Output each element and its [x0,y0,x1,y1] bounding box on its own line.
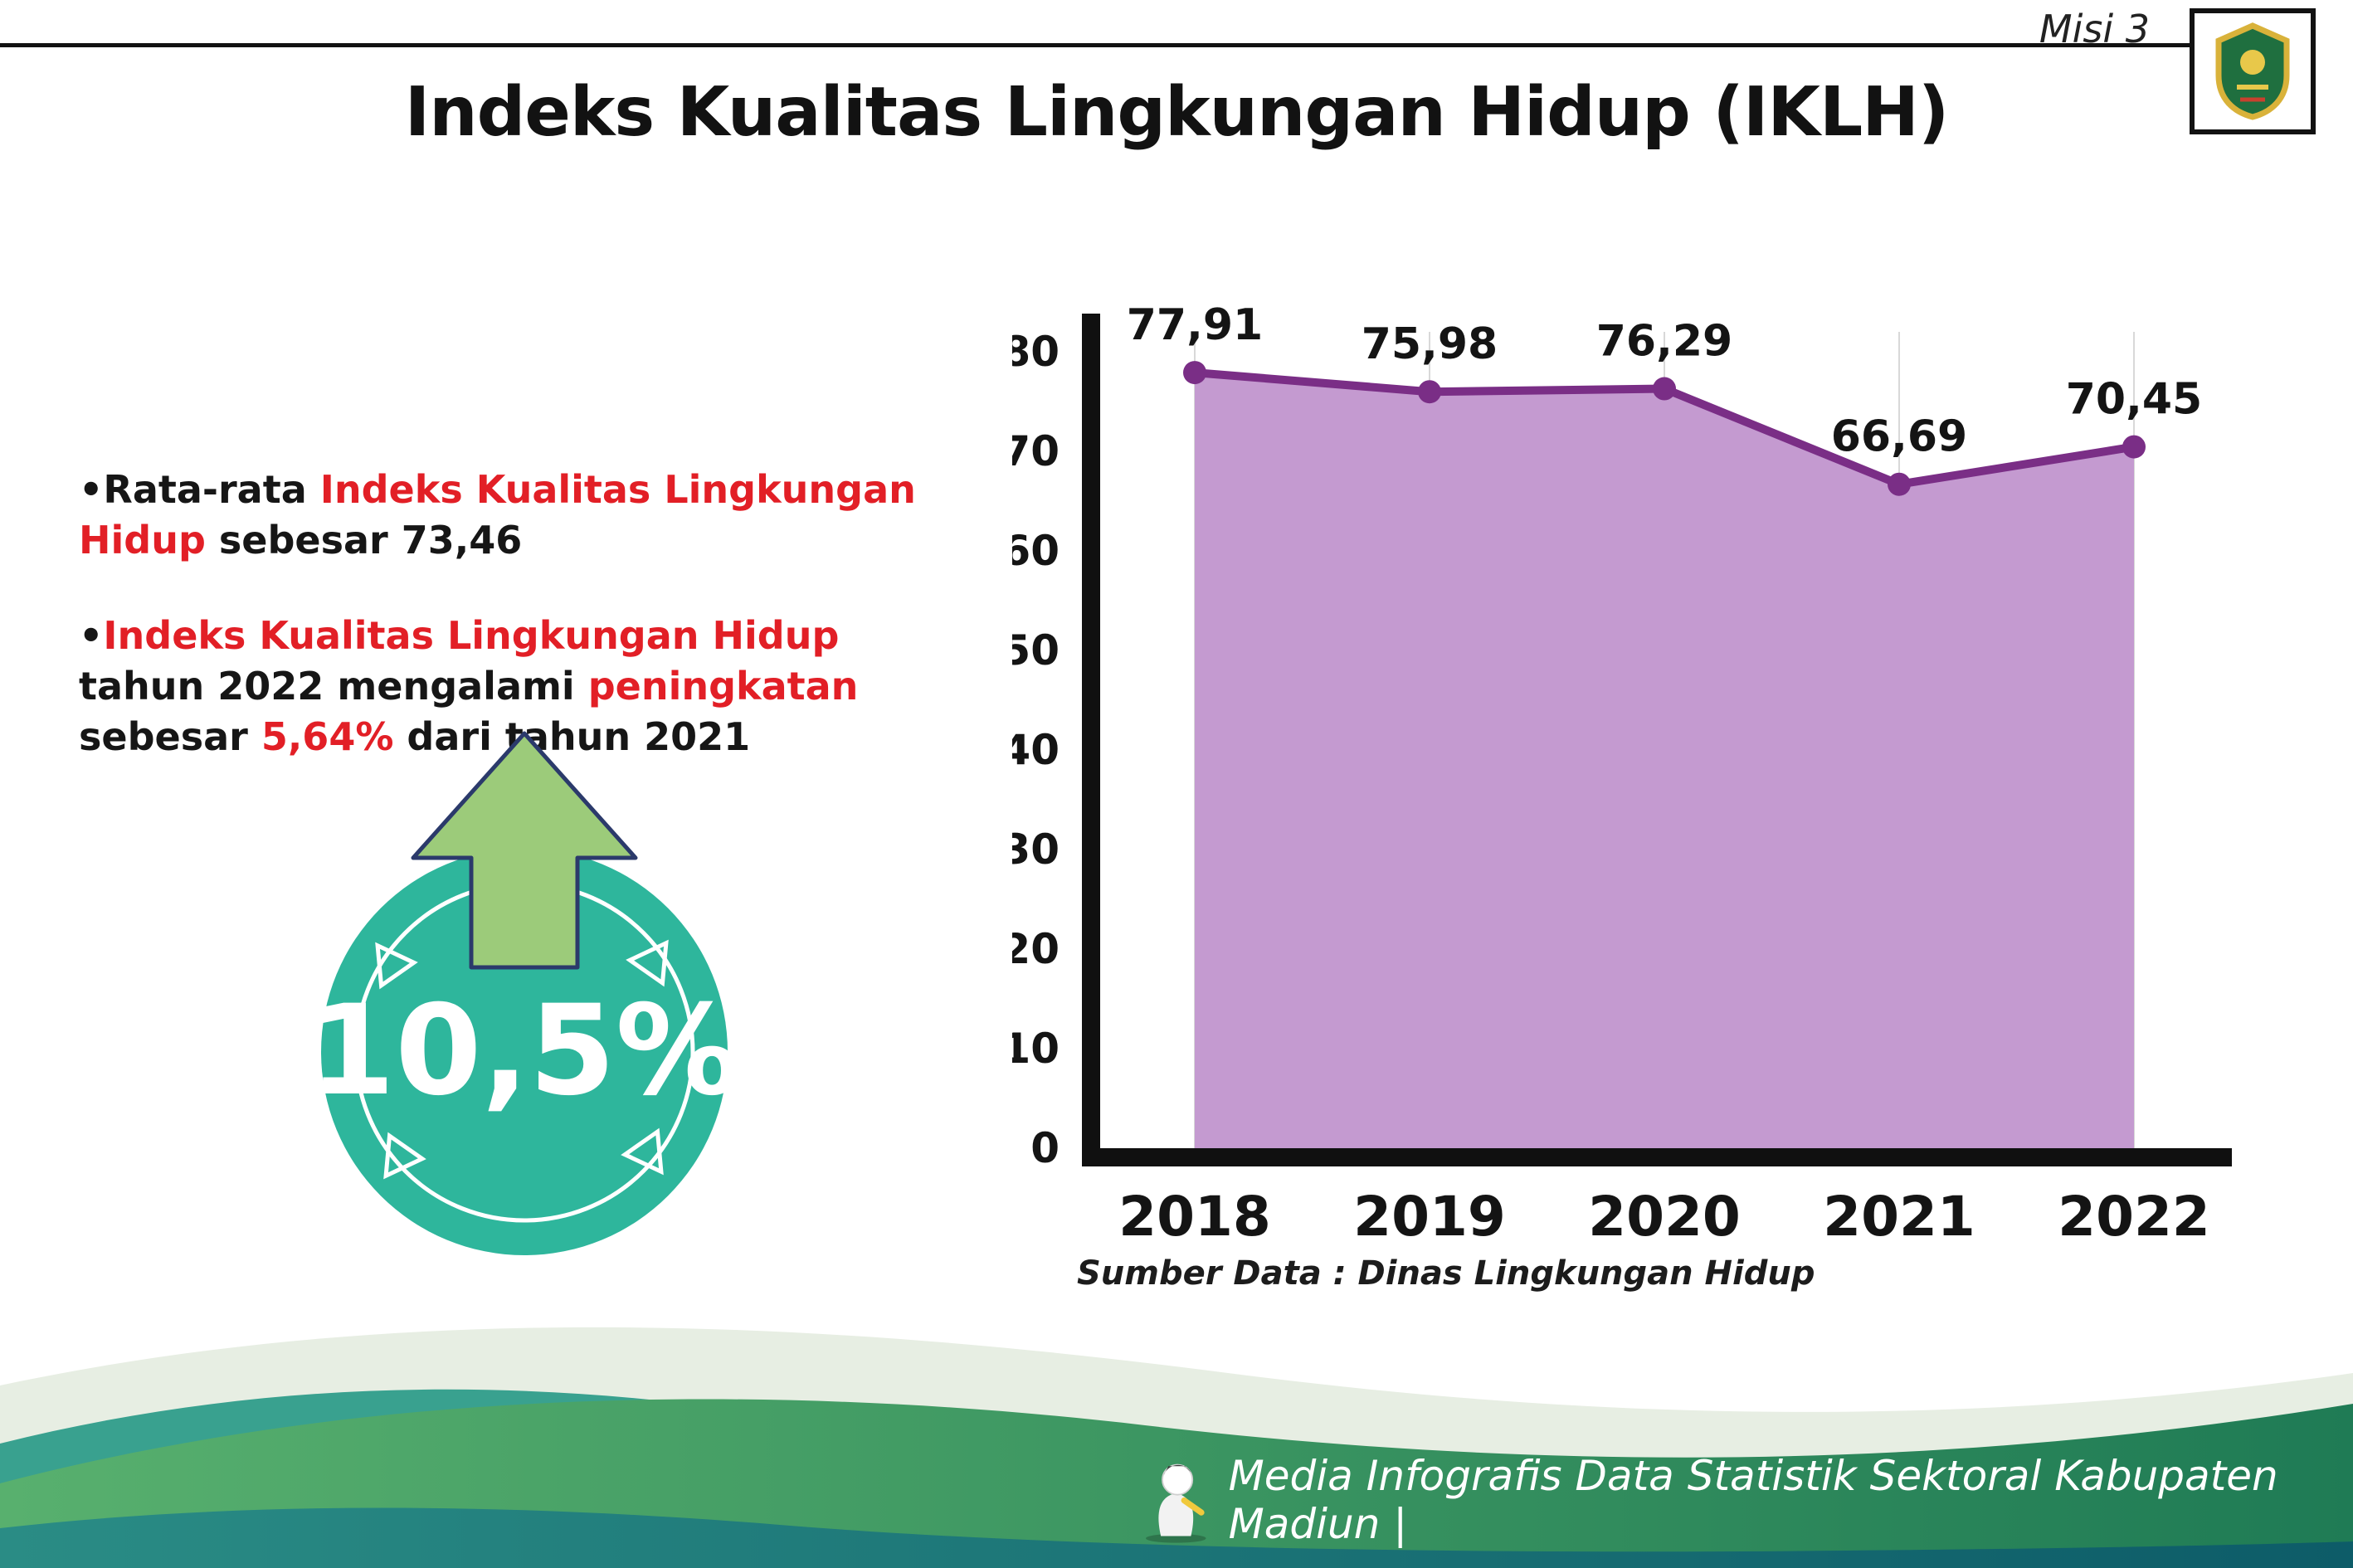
chart-area [1195,373,2134,1148]
bullet-marker: • [79,613,104,659]
year-label: 2022 [2058,1185,2210,1249]
value-label: 75,98 [1362,319,1498,369]
triangle-icon [621,1127,664,1176]
footer-caption: Media Infografis Data Statistik Sektoral… [1228,1452,2278,1548]
source-caption: Sumber Data : Dinas Lingkungan Hidup [1077,1254,1815,1293]
kabupaten-madiun-crest-icon [2215,22,2290,120]
bullet-text: tahun 2022 mengalami [79,664,588,709]
y-tick-label: 10 [1012,1025,1060,1073]
year-label: 2020 [1588,1185,1741,1249]
value-label: 66,69 [1831,412,1967,462]
footer-wave-dark [0,1507,2353,1568]
bullet-text: sebesar [79,713,261,759]
triangle-icon [626,939,669,987]
bullet-text: Rata-rata [103,467,320,512]
value-label: 77,91 [1127,300,1263,350]
y-tick-label: 30 [1012,825,1060,874]
y-axis [1082,314,1100,1166]
badge-value: 10,5% [309,979,740,1123]
y-tick-label: 20 [1012,925,1060,973]
y-tick-label: 50 [1012,626,1060,674]
increase-badge: 10,5% [309,731,740,1255]
bullet-increase: •Indeks Kualitas Lingkungan Hidup tahun … [79,611,946,762]
year-label: 2019 [1353,1185,1506,1249]
value-label: 70,45 [2066,375,2202,425]
iklh-chart: 77,91 2018 75,98 2019 76,29 2020 66,69 2021 70,4… [1012,300,2232,1249]
header-divider [0,43,2257,47]
y-tick-label: 0 [1030,1124,1060,1172]
up-arrow-icon [411,731,638,970]
bullet-highlight: Indeks Kualitas Lingkungan Hidup [79,467,916,562]
bullet-highlight: peningkatan [587,664,859,709]
year-label: 2021 [1823,1185,1975,1249]
y-tick-label: 60 [1012,527,1060,575]
bullet-marker: • [79,467,104,512]
data-point [1183,361,1206,385]
page-title: Indeks Kualitas Lingkungan Hidup (IKLH) [404,73,1950,152]
value-label: 76,29 [1596,317,1732,367]
y-tick-label: 40 [1012,726,1060,774]
kabupaten-madiun-logo [2190,8,2316,134]
year-label: 2018 [1118,1185,1271,1249]
y-tick-label: 80 [1012,328,1060,376]
data-point [1653,377,1676,401]
data-point [1418,380,1441,404]
bullet-highlight: Indeks Kualitas Lingkungan Hidup [103,613,840,659]
data-point [1888,472,1911,496]
bullet-average: •Rata-rata Indeks Kualitas Lingkungan Hi… [79,465,946,565]
key-points: •Rata-rata Indeks Kualitas Lingkungan Hi… [79,465,946,762]
x-axis [1082,1148,2232,1166]
bullet-text: sebesar 73,46 [205,517,523,562]
data-point [2122,435,2146,459]
misi-label: Misi 3 [2039,7,2150,51]
y-tick-label: 70 [1012,427,1060,475]
bullet-highlight: 5,64% [261,713,394,759]
triangle-icon [383,1132,426,1180]
triangle-icon [375,942,418,990]
mascot-icon [1146,1463,1206,1543]
bullet-text: dari tahun 2021 [393,713,751,759]
footer-caption-row: Media Infografis Data Statistik Sektoral… [1138,1452,2353,1548]
